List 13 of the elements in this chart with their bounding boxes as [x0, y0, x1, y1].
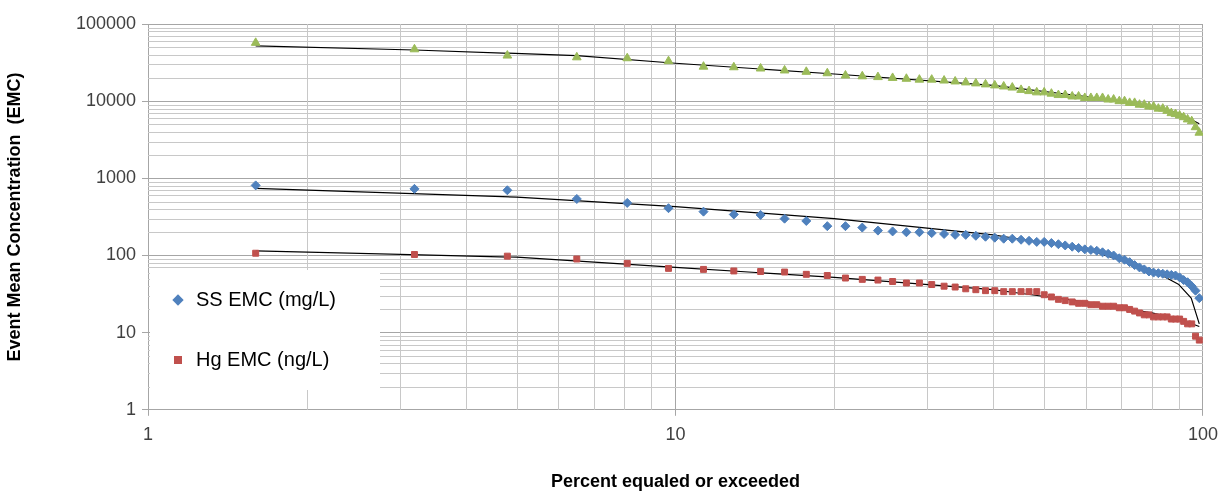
x-axis-title: Percent equaled or exceeded [550, 471, 801, 492]
y-axis-title: Event Mean Concentration (EMC) [3, 72, 24, 362]
y-tick-label: 100 [105, 244, 136, 265]
y-tick-label: 1000 [95, 167, 136, 188]
y-tick-label: 10000 [85, 90, 136, 111]
legend-label: Hg EMC (ng/L) [196, 348, 330, 372]
y-tick-label: 1 [125, 398, 136, 419]
x-tick-label: 1 [142, 423, 154, 444]
legend-label: SS EMC (mg/L) [196, 288, 337, 312]
y-tick-label: 10 [115, 321, 136, 342]
x-tick-label: 100 [1187, 423, 1219, 444]
y-tick-label: 100000 [75, 12, 136, 33]
x-tick-label: 10 [665, 423, 686, 444]
